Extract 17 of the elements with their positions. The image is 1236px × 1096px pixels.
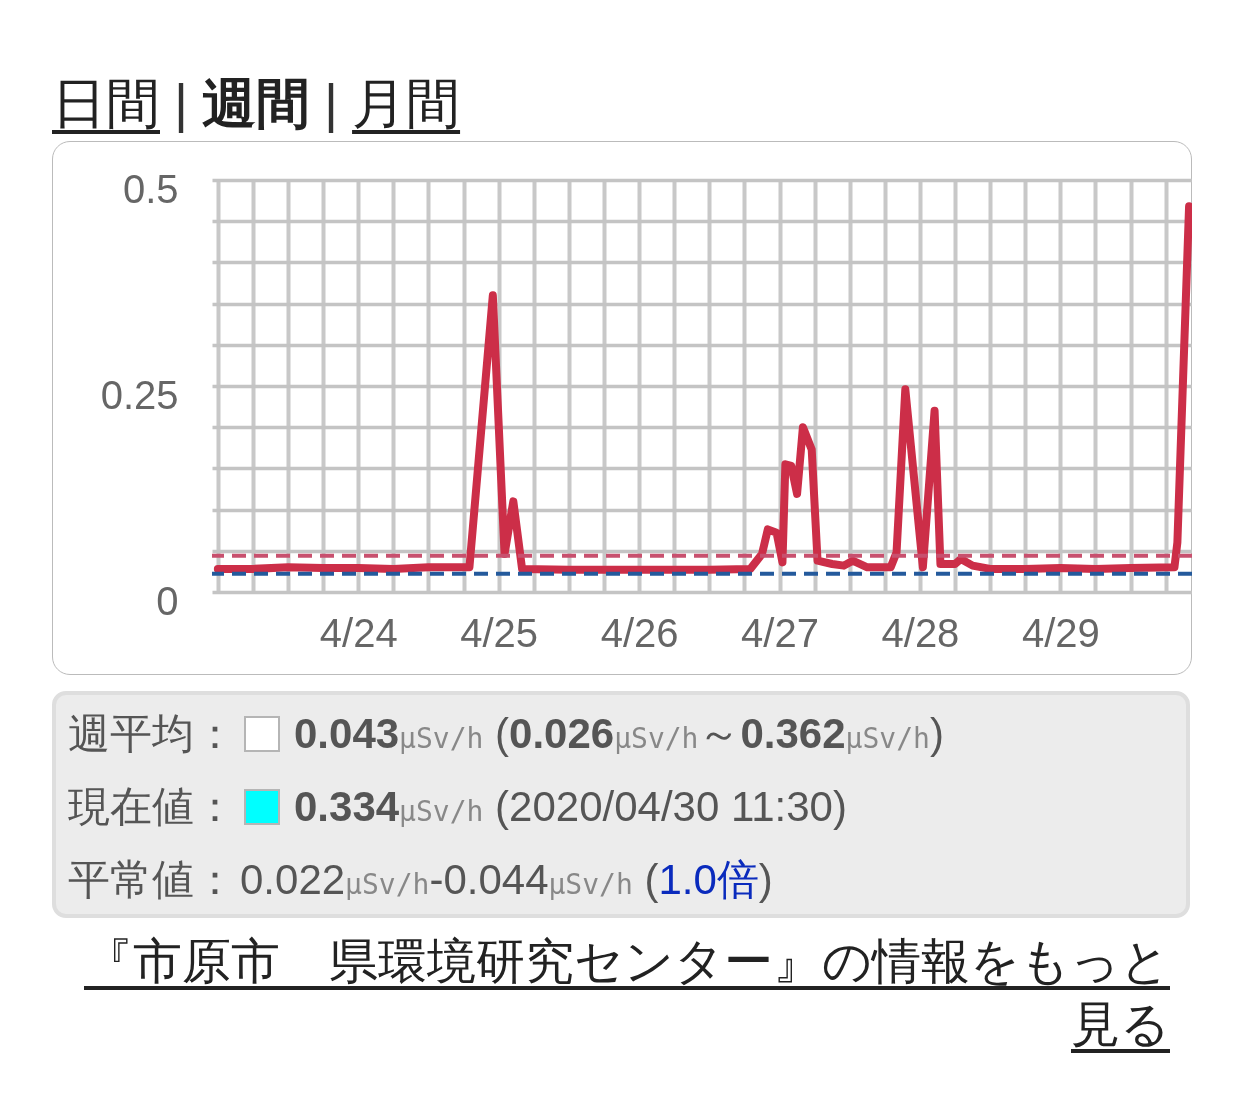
x-tick-label: 4/24 xyxy=(319,610,398,655)
text: 日間 | 週間 | 月間 xyxy=(52,73,461,133)
y-tick-label: 0.5 xyxy=(122,166,179,211)
text: 0.334μSv/h (2020/04/30 11:30) xyxy=(294,783,847,830)
text: 『市原市 県環境研究センター』の情報をもっと見る xyxy=(83,933,1170,1053)
y-tick-label: 0.25 xyxy=(100,372,179,417)
text: 0.022μSv/h-0.044μSv/h (1.0倍) xyxy=(240,856,773,903)
x-tick-label: 4/25 xyxy=(460,610,539,655)
x-tick-label: 4/26 xyxy=(600,610,679,655)
x-tick-label: 4/29 xyxy=(1021,610,1100,655)
text: 平常値： xyxy=(68,856,236,903)
text: 現在値： xyxy=(68,783,236,830)
x-tick-label: 4/27 xyxy=(741,610,819,655)
text: 週平均： xyxy=(68,710,236,757)
x-tick-label: 4/28 xyxy=(881,610,960,655)
y-tick-label: 0 xyxy=(156,578,179,623)
text: 0.043μSv/h (0.026μSv/h～0.362μSv/h) xyxy=(294,710,944,757)
